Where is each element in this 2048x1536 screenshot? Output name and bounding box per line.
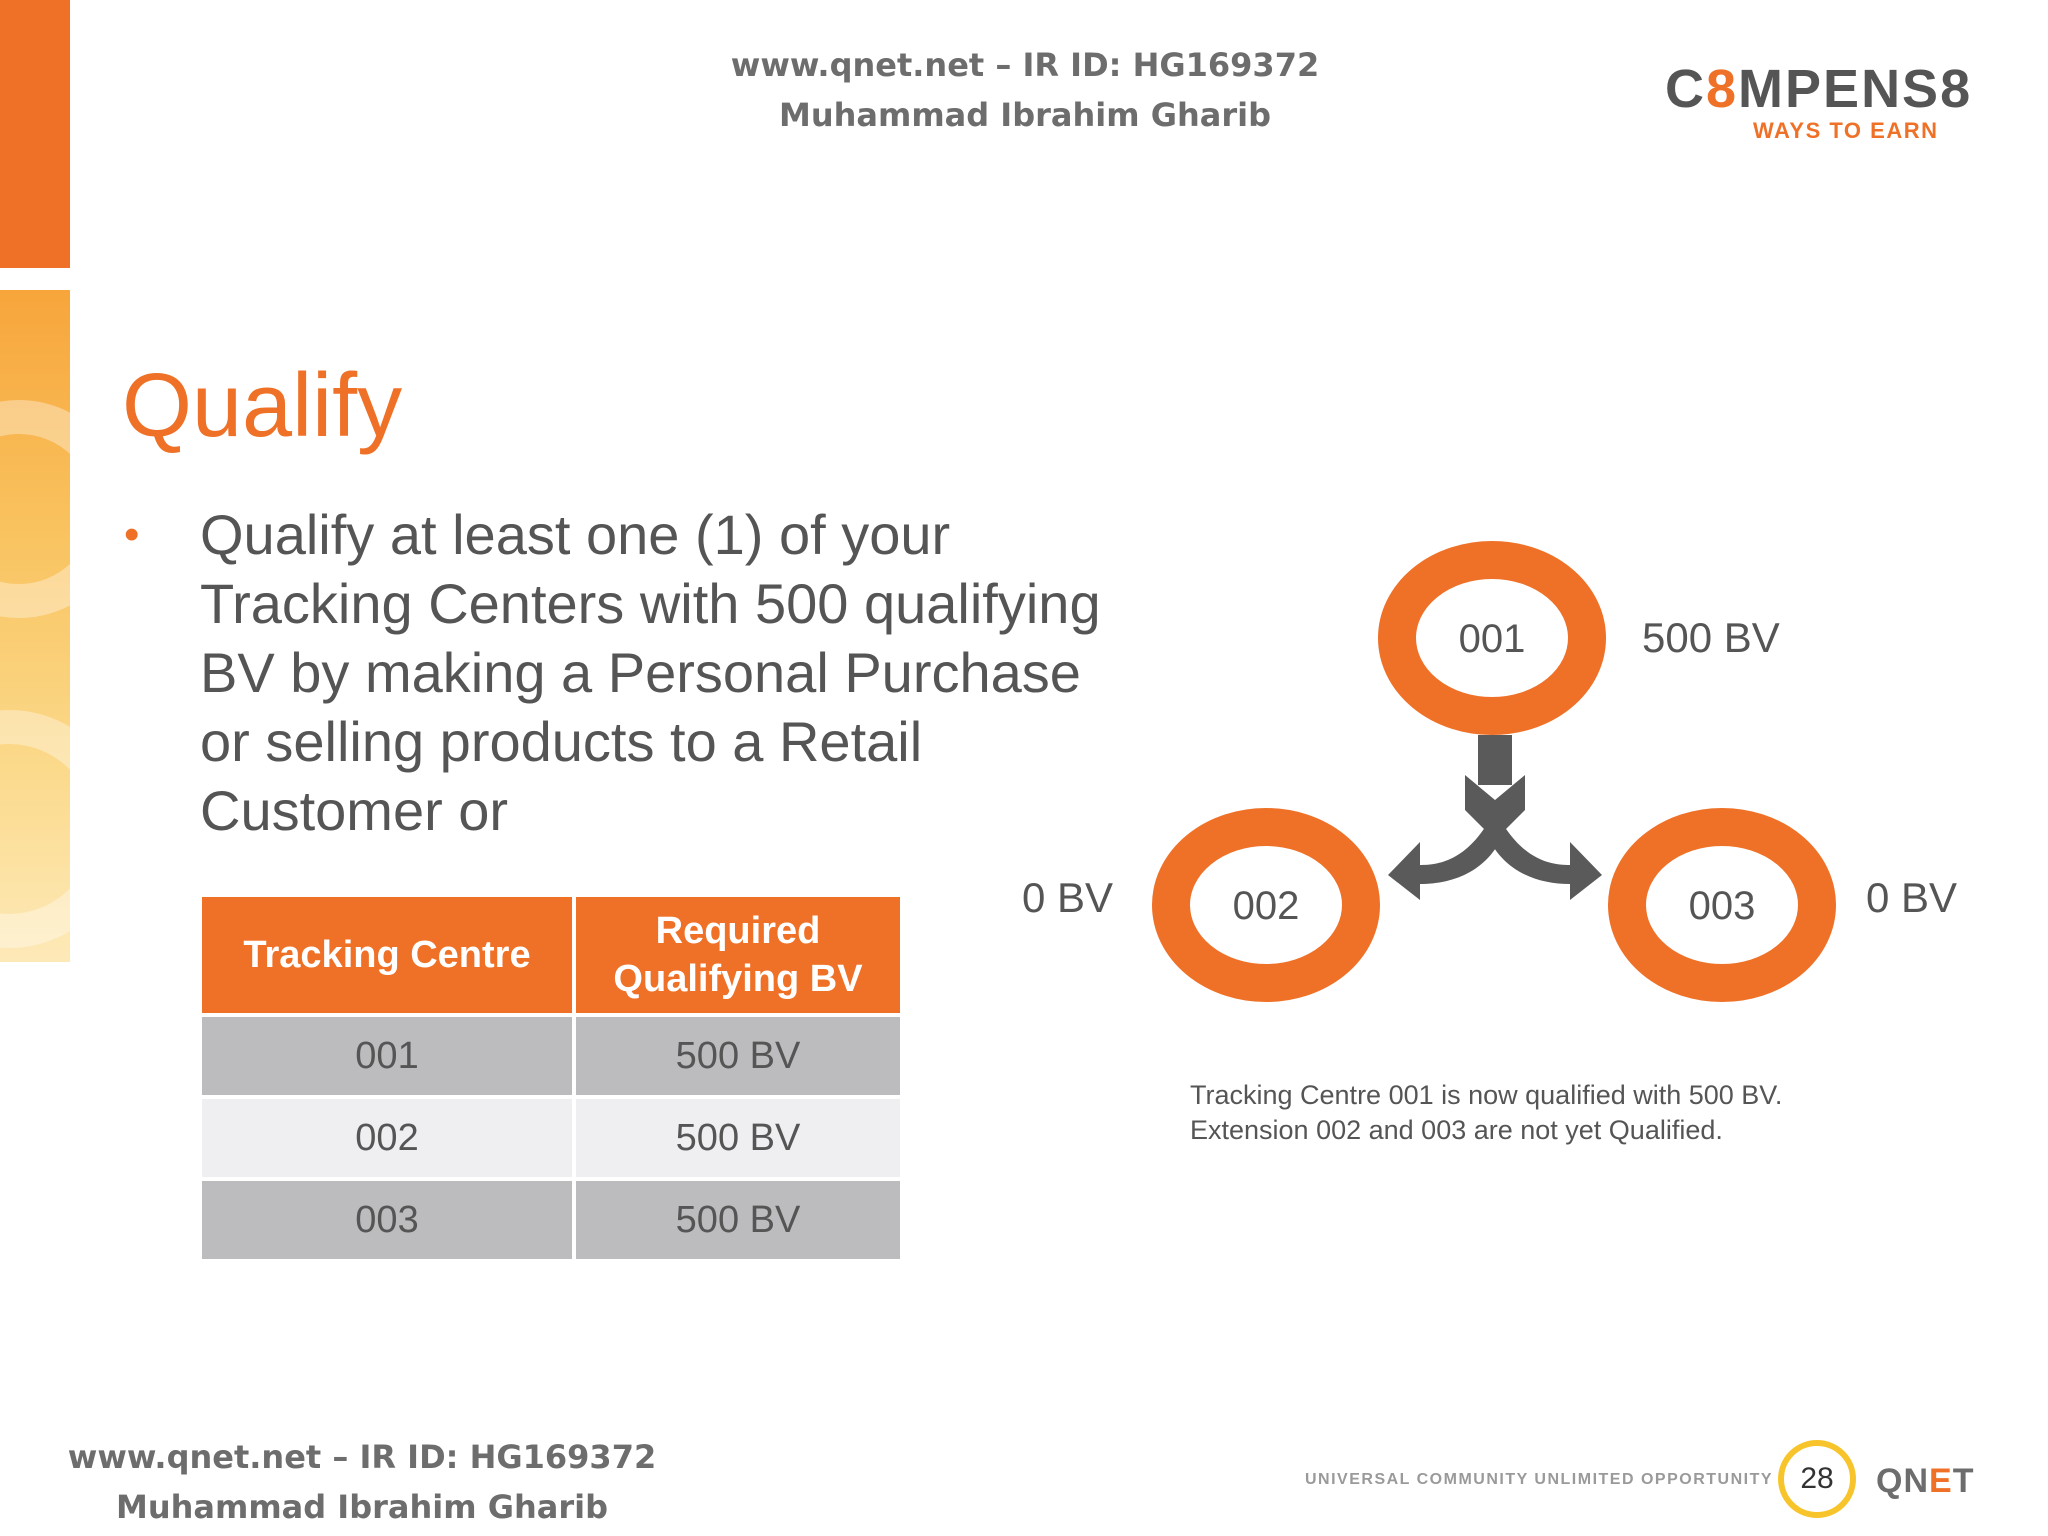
logo-tagline: WAYS TO EARN bbox=[1753, 118, 1939, 143]
split-arrow-icon bbox=[1388, 735, 1602, 900]
footer-watermark-name: Muhammad Ibrahim Gharib bbox=[115, 1488, 609, 1526]
table-cell-centre: 003 bbox=[198, 1177, 576, 1263]
table-cell-bv: 500 BV bbox=[572, 1095, 904, 1181]
page-number-badge: 28 bbox=[1778, 1440, 1856, 1518]
compens8-logo: C8MPENS8 WAYS TO EARN bbox=[1665, 40, 1995, 150]
table-cell-bv: 500 BV bbox=[572, 1177, 904, 1263]
table-header-tracking-centre: Tracking Centre bbox=[198, 893, 576, 1017]
table-cell-bv: 500 BV bbox=[572, 1013, 904, 1099]
header-watermark-name: Muhammad Ibrahim Gharib bbox=[778, 96, 1272, 134]
table-header-required-bv: Required Qualifying BV bbox=[572, 893, 904, 1017]
node-bv-001: 500 BV bbox=[1642, 614, 1780, 661]
node-label-001: 001 bbox=[1459, 617, 1526, 661]
node-label-003: 003 bbox=[1689, 884, 1756, 928]
table-row: 003 500 BV bbox=[198, 1177, 904, 1263]
tracking-centre-table: Tracking Centre Required Qualifying BV 0… bbox=[198, 893, 904, 1263]
left-decorative-strip bbox=[0, 290, 128, 962]
footer-watermark-url: www.qnet.net – IR ID: HG169372 bbox=[67, 1438, 657, 1476]
node-bv-002: 0 BV bbox=[1022, 874, 1113, 921]
header-watermark-url: www.qnet.net – IR ID: HG169372 bbox=[730, 46, 1320, 84]
footer-watermark: www.qnet.net – IR ID: HG169372 Muhammad … bbox=[62, 1432, 662, 1532]
table-row: 002 500 BV bbox=[198, 1095, 904, 1181]
left-accent-bar bbox=[0, 0, 70, 268]
table-cell-centre: 001 bbox=[198, 1013, 576, 1099]
caption-line-1: Tracking Centre 001 is now qualified wit… bbox=[1190, 1080, 1783, 1110]
footer-tagline: UNIVERSAL COMMUNITY UNLIMITED OPPORTUNIT… bbox=[1305, 1471, 1774, 1488]
qnet-logo: QNET bbox=[1876, 1462, 1975, 1500]
bullet-text: Qualify at least one (1) of your Trackin… bbox=[200, 503, 1101, 842]
diagram-caption: Tracking Centre 001 is now qualified wit… bbox=[1190, 1078, 1890, 1148]
caption-line-2: Extension 002 and 003 are not yet Qualif… bbox=[1190, 1115, 1723, 1145]
slide-title: Qualify bbox=[122, 356, 403, 456]
header-watermark: www.qnet.net – IR ID: HG169372 Muhammad … bbox=[620, 40, 1430, 140]
bullet-marker: • bbox=[124, 510, 140, 559]
node-label-002: 002 bbox=[1233, 884, 1300, 928]
table-row: 001 500 BV bbox=[198, 1013, 904, 1099]
node-ring-002 bbox=[1152, 808, 1380, 1002]
node-ring-003 bbox=[1608, 808, 1836, 1002]
logo-wordmark: C8MPENS8 bbox=[1665, 59, 1973, 119]
node-ring-001 bbox=[1378, 541, 1606, 735]
table-cell-centre: 002 bbox=[198, 1095, 576, 1181]
node-bv-003: 0 BV bbox=[1866, 874, 1957, 921]
